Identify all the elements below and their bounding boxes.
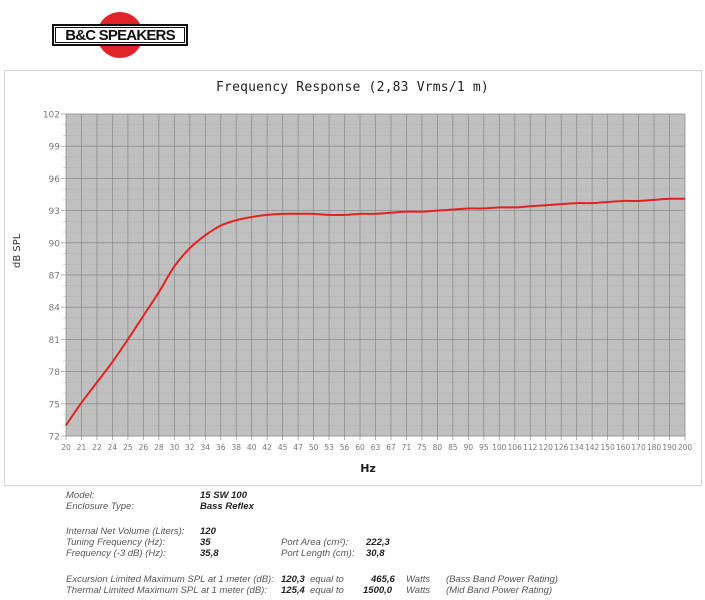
svg-text:96: 96 [49,175,61,185]
svg-text:150: 150 [600,443,615,452]
response-curve [65,197,686,426]
svg-text:34: 34 [201,443,211,452]
svg-text:30: 30 [170,443,180,452]
model-value: 15 SW 100 [200,490,247,501]
svg-text:67: 67 [386,443,396,452]
svg-text:28: 28 [154,443,164,452]
svg-text:72: 72 [49,433,60,443]
svg-text:75: 75 [49,400,60,410]
svg-text:42: 42 [262,443,272,452]
excursion-equal: equal to [310,574,344,585]
svg-text:180: 180 [647,443,662,452]
svg-text:25: 25 [123,443,133,452]
chart-title: Frequency Response (2,83 Vrms/1 m) [216,80,489,95]
excursion-label: Excursion Limited Maximum SPL at 1 meter… [66,574,274,585]
svg-text:47: 47 [293,443,303,452]
thermal-equal: equal to [310,585,344,596]
svg-text:45: 45 [278,443,288,452]
svg-text:22: 22 [92,443,102,452]
port-length-label: Port Length (cm): [281,548,355,559]
svg-text:100: 100 [492,443,507,452]
tuning-value: 35 [200,537,211,548]
svg-text:90: 90 [464,443,474,452]
svg-text:84: 84 [49,304,61,314]
svg-text:106: 106 [508,443,523,452]
svg-text:53: 53 [324,443,334,452]
svg-text:200: 200 [678,443,693,452]
enclosure-value: Bass Reflex [200,501,254,512]
svg-text:36: 36 [216,443,226,452]
svg-text:38: 38 [231,443,241,452]
svg-text:190: 190 [662,443,677,452]
svg-text:95: 95 [479,443,489,452]
svg-text:21: 21 [77,443,87,452]
svg-text:126: 126 [554,443,569,452]
logo-text: B&C SPEAKERS [65,26,175,44]
svg-text:60: 60 [355,443,365,452]
svg-text:40: 40 [247,443,257,452]
svg-text:63: 63 [371,443,381,452]
svg-text:93: 93 [49,207,60,217]
excursion-unit: Watts [406,574,431,585]
excursion-value: 120,3 [281,574,305,585]
svg-text:87: 87 [49,272,60,282]
svg-text:170: 170 [631,443,646,452]
brand-logo: B&C SPEAKERS [52,12,190,58]
f3-label: Frequency (-3 dB) (Hz): [66,548,166,559]
svg-text:26: 26 [139,443,149,452]
port-area-label: Port Area (cm²): [281,537,349,548]
excursion-note: (Bass Band Power Rating) [446,574,558,585]
y-axis-ticks: 72 75 78 81 84 87 90 93 96 99 102 [43,111,66,443]
svg-text:50: 50 [309,443,319,452]
excursion-watts: 465,6 [371,574,395,585]
svg-text:24: 24 [108,443,118,452]
svg-text:20: 20 [61,443,71,452]
enclosure-label: Enclosure Type: [66,501,134,512]
thermal-value: 125,4 [281,585,305,596]
model-label: Model: [66,490,95,501]
svg-text:85: 85 [448,443,458,452]
svg-text:75: 75 [417,443,427,452]
thermal-label: Thermal Limited Maximum SPL at 1 meter (… [66,585,267,596]
svg-text:160: 160 [616,443,631,452]
svg-text:99: 99 [49,143,61,153]
thermal-watts: 1500,0 [363,585,393,596]
thermal-note: (Mid Band Power Rating) [446,585,553,596]
svg-text:120: 120 [539,443,554,452]
volume-value: 120 [200,526,216,537]
svg-text:134: 134 [570,443,585,452]
svg-text:81: 81 [49,336,60,346]
x-axis-ticks: 20 21 22 24 25 26 28 30 32 34 36 38 40 42 45 47 50 53 56 60… [61,435,693,452]
thermal-unit: Watts [406,585,431,596]
svg-text:112: 112 [523,443,538,452]
svg-text:102: 102 [43,111,60,121]
svg-text:142: 142 [585,443,600,452]
logo-box: B&C SPEAKERS [52,24,188,46]
svg-text:32: 32 [185,443,195,452]
tuning-label: Tuning Frequency (Hz): [66,537,166,548]
x-axis-label: Hz [360,462,376,475]
port-area-value: 222,3 [366,537,390,548]
svg-text:56: 56 [340,443,350,452]
f3-value: 35,8 [200,548,219,559]
volume-label: Internal Net Volume (Liters): [66,526,185,537]
port-length-value: 30,8 [366,548,385,559]
svg-text:80: 80 [433,443,443,452]
svg-text:90: 90 [49,239,61,249]
svg-text:71: 71 [402,443,412,452]
plot-grid [65,113,686,437]
svg-text:78: 78 [49,368,61,378]
